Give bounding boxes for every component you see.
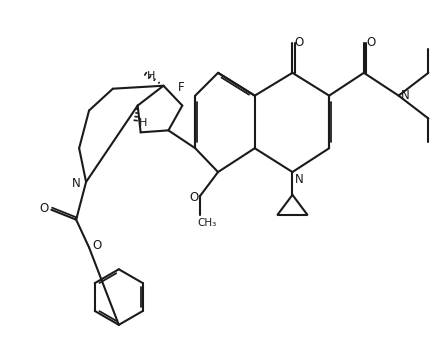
Text: O: O: [366, 35, 376, 48]
Text: O: O: [92, 239, 102, 252]
Text: F: F: [178, 81, 185, 94]
Text: O: O: [295, 35, 304, 48]
Text: N: N: [72, 177, 80, 190]
Text: H: H: [147, 71, 156, 81]
Text: N: N: [295, 173, 304, 187]
Text: O: O: [40, 202, 49, 215]
Text: O: O: [190, 191, 199, 204]
Text: H: H: [139, 119, 147, 129]
Text: CH₃: CH₃: [197, 218, 216, 228]
Text: N: N: [401, 89, 410, 102]
